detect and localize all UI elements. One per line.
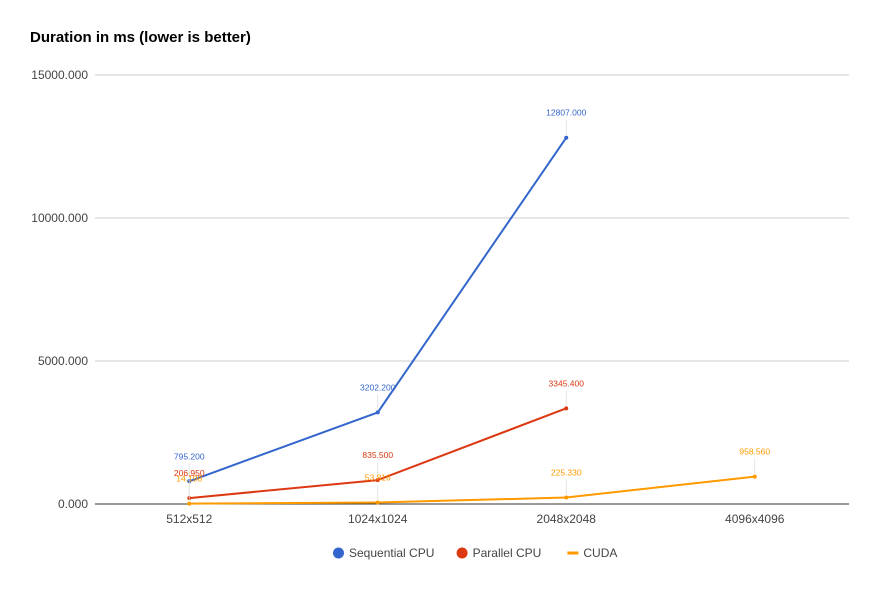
data-point <box>564 495 569 500</box>
axis-tick-labels: 0.000 5000.000 10000.000 15000.000 512x512 10… <box>31 68 785 526</box>
legend-item[interactable]: Sequential CPU <box>333 546 434 560</box>
x-tick-label: 1024x1024 <box>348 512 408 526</box>
legend-item[interactable]: CUDA <box>567 546 617 560</box>
series-line <box>189 475 755 505</box>
data-point <box>752 474 757 479</box>
legend-label: CUDA <box>583 546 617 560</box>
y-tick-label: 15000.000 <box>31 68 88 82</box>
data-point <box>564 135 569 140</box>
data-label: 3202.200 <box>360 382 396 392</box>
x-tick-label: 4096x4096 <box>725 512 785 526</box>
legend-circle-marker <box>333 547 344 559</box>
data-label: 795.200 <box>174 451 205 461</box>
data-label: 53.816 <box>365 472 391 482</box>
data-labels: 795.200 3202.200 12807.000 206.950 835.500 33… <box>174 108 770 501</box>
legend-label: Sequential CPU <box>349 546 434 560</box>
data-label: 835.500 <box>362 450 393 460</box>
legend-label: Parallel CPU <box>473 546 542 560</box>
data-point <box>375 410 380 415</box>
data-label: 12807.000 <box>546 108 586 118</box>
chart-title: Duration in ms (lower is better) <box>30 29 251 46</box>
x-tick-label: 512x512 <box>166 512 212 526</box>
data-point <box>564 406 569 411</box>
data-label: 206.950 <box>174 468 205 478</box>
gridlines <box>95 74 849 505</box>
y-tick-label: 10000.000 <box>31 211 88 225</box>
x-tick-label: 2048x2048 <box>537 512 597 526</box>
series-lines <box>187 135 757 506</box>
data-point <box>375 500 380 505</box>
data-label: 3345.400 <box>549 378 585 388</box>
data-point <box>375 478 380 483</box>
data-point <box>187 501 192 506</box>
data-label: 225.330 <box>551 468 582 478</box>
y-tick-label: 0.000 <box>58 497 88 511</box>
y-tick-label: 5000.000 <box>38 354 88 368</box>
legend[interactable]: Sequential CPU Parallel CPU CUDA <box>333 546 617 560</box>
data-label: 958.560 <box>739 447 770 457</box>
data-label: 14.198 <box>176 474 202 484</box>
legend-item[interactable]: Parallel CPU <box>456 546 542 560</box>
legend-circle-marker <box>456 547 468 559</box>
